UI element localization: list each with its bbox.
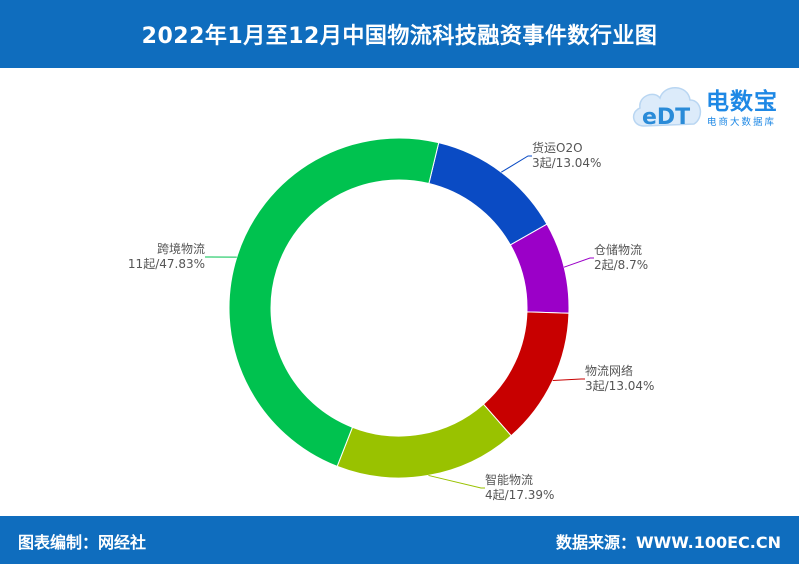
logo-mark: eDT [642,105,690,130]
slice-category-label-4: 跨境物流 [157,241,205,256]
donut-slice-0 [428,142,548,246]
logo: eDT 电数宝 电商大数据库 [628,74,793,136]
slice-category-label-2: 物流网络 [585,363,633,378]
slice-value-label-0: 3起/13.04% [532,156,601,170]
logo-brand: 电数宝 [706,89,778,115]
cloud-logo-icon: eDT [632,87,702,130]
leader-line-0 [500,155,532,173]
leader-line-3 [428,474,485,489]
donut-slice-3 [336,403,512,479]
footer-source: 数据来源：WWW.100EC.CN [555,533,781,552]
slice-value-label-4: 11起/47.83% [128,257,205,271]
slice-value-label-3: 4起/17.39% [485,488,554,502]
header-bar: 2022年1月至12月中国物流科技融资事件数行业图 [0,0,799,68]
footer-credit: 图表编制：网经社 [18,533,147,552]
page-title: 2022年1月至12月中国物流科技融资事件数行业图 [141,24,658,49]
leader-line-1 [563,257,594,268]
slice-value-label-1: 2起/8.7% [594,258,648,272]
leader-line-2 [552,378,585,381]
slice-category-label-3: 智能物流 [485,472,533,487]
logo-subtitle: 电商大数据库 [707,117,777,128]
footer-bar: 图表编制：网经社 数据来源：WWW.100EC.CN [0,516,799,564]
donut-slice-4 [228,137,440,468]
slice-category-label-0: 货运O2O [532,140,583,155]
donut-chart: 货运O2O3起/13.04%仓储物流2起/8.7%物流网络3起/13.04%智能… [128,137,654,502]
slice-value-label-2: 3起/13.04% [585,379,654,393]
donut-slice-2 [482,311,570,437]
slice-category-label-1: 仓储物流 [594,242,642,257]
